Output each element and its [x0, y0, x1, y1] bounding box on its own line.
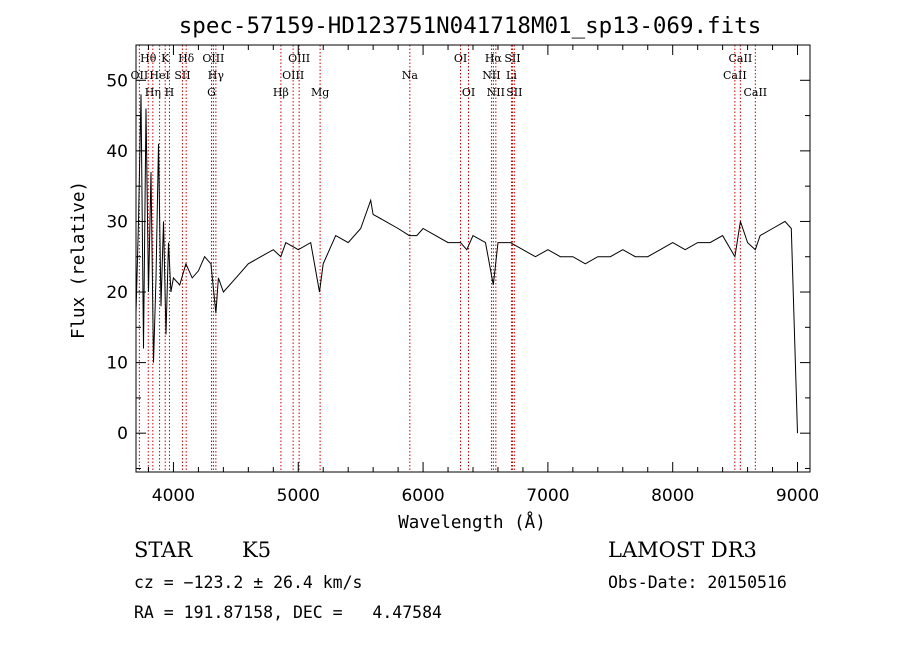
emission-line-label: SII — [504, 52, 520, 65]
x-tick-label: 7000 — [526, 486, 569, 506]
x-tick-label: 9000 — [776, 486, 819, 506]
redshift-velocity: cz = −123.2 ± 26.4 km/s — [134, 573, 363, 592]
y-tick-label: 50 — [106, 71, 128, 91]
flux-spectrum-line — [135, 94, 798, 434]
emission-line-label: Hη — [145, 86, 161, 99]
emission-line-label: NII — [487, 86, 505, 99]
x-tick-label: 6000 — [401, 486, 444, 506]
emission-line-label: Hθ — [140, 52, 157, 65]
emission-line-label: Hδ — [178, 52, 195, 65]
emission-line-label: OIII — [288, 52, 310, 65]
emission-line-label: Na — [402, 69, 419, 82]
observation-date: Obs-Date: 20150516 — [608, 573, 787, 592]
emission-line-label: Li — [506, 69, 517, 82]
emission-line-labels: OII Hθ Hη HeI K H SII Hδ G OIII Hγ Hβ OIII OIII Mg Na OI… — [131, 52, 768, 99]
y-axis-label: Flux (relative) — [69, 181, 89, 339]
x-tick-label: 8000 — [651, 486, 694, 506]
emission-line-label: SII — [174, 69, 190, 82]
emission-line-label: CaII — [743, 86, 767, 99]
y-tick-label: 40 — [106, 142, 128, 162]
emission-line-label: H — [165, 86, 175, 99]
x-tick-label: 4000 — [152, 486, 195, 506]
emission-line-label: OI — [454, 52, 467, 65]
emission-line-label: CaII — [723, 69, 747, 82]
object-subclass: K5 — [242, 538, 272, 562]
emission-line-label: OII — [131, 69, 149, 82]
emission-line-label: Hγ — [208, 69, 225, 82]
x-axis-label: Wavelength (Å) — [398, 511, 546, 533]
emission-line-label: Hβ — [273, 86, 289, 99]
emission-line-label: OIII — [202, 52, 224, 65]
emission-line-label: K — [161, 52, 170, 65]
emission-line-label: OIII — [282, 69, 304, 82]
y-tick-label: 10 — [106, 354, 128, 374]
survey-name: LAMOST DR3 — [608, 538, 757, 562]
x-tick-label: 5000 — [277, 486, 320, 506]
emission-line-label: OI — [462, 86, 475, 99]
emission-line-label: Hα — [485, 52, 503, 65]
x-axis-ticks: 4000 5000 6000 7000 8000 9000 — [147, 45, 819, 506]
y-tick-label: 30 — [106, 212, 128, 232]
emission-line-label: G — [207, 86, 216, 99]
y-tick-label: 20 — [106, 283, 128, 303]
object-class: STAR — [134, 538, 193, 562]
emission-line-label: NII — [482, 69, 500, 82]
y-tick-label: 0 — [117, 424, 128, 444]
emission-line-label: SII — [506, 86, 522, 99]
emission-line-label: Mg — [311, 86, 329, 99]
sky-coordinates: RA = 191.87158, DEC = 4.47584 — [134, 603, 442, 622]
emission-line-label: CaII — [729, 52, 753, 65]
chart-title: spec-57159-HD123751N041718M01_sp13-069.f… — [179, 13, 761, 39]
emission-line-markers — [138, 45, 756, 472]
emission-line-label: HeI — [149, 69, 169, 82]
y-axis-ticks: 0 10 20 30 40 50 — [106, 44, 810, 469]
plot-frame — [135, 44, 811, 473]
